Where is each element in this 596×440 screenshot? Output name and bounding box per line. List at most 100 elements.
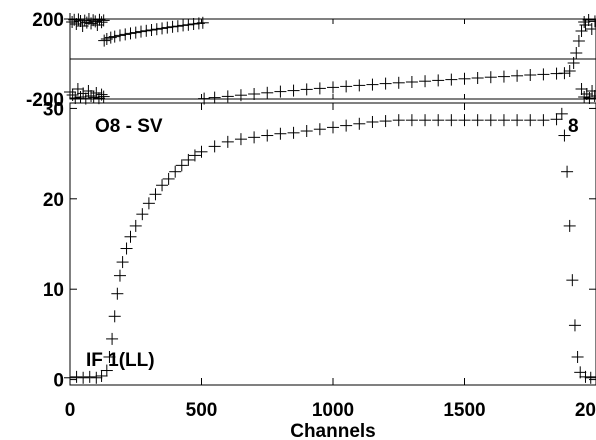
phase-point bbox=[90, 87, 103, 99]
phase-point bbox=[484, 71, 497, 84]
phase-point bbox=[458, 72, 471, 85]
amplitude-point bbox=[120, 242, 133, 255]
phase-point bbox=[537, 68, 550, 81]
phase-point bbox=[145, 24, 158, 36]
y-tick-label: 0 bbox=[53, 371, 64, 392]
amplitude-point bbox=[188, 149, 201, 162]
amplitude-point bbox=[537, 114, 550, 127]
amplitude-point bbox=[511, 114, 524, 127]
phase-y-tick-label: 200 bbox=[32, 10, 64, 31]
amplitude-point bbox=[111, 287, 124, 300]
amplitude-point bbox=[142, 197, 155, 210]
phase-point bbox=[119, 28, 132, 41]
x-tick-label: 1000 bbox=[312, 400, 354, 421]
amplitude-point bbox=[182, 153, 195, 166]
amplitude-point bbox=[136, 208, 149, 221]
amplitude-point bbox=[561, 165, 574, 178]
phase-point bbox=[95, 16, 108, 29]
phase-point bbox=[583, 92, 596, 104]
amplitude-point bbox=[524, 114, 537, 127]
amplitude-point bbox=[327, 121, 339, 134]
phase-point bbox=[579, 19, 592, 31]
phase-point bbox=[274, 85, 287, 98]
amplitude-point bbox=[156, 179, 169, 192]
phase-point bbox=[135, 25, 148, 38]
amplitude-point bbox=[234, 133, 247, 146]
x-tick-label: 1500 bbox=[443, 400, 485, 421]
phase-point bbox=[582, 14, 595, 26]
phase-point bbox=[98, 34, 111, 47]
amplitude-point bbox=[497, 114, 510, 127]
axis-ticks bbox=[69, 18, 596, 385]
phase-point bbox=[353, 79, 366, 92]
amplitude-point bbox=[175, 159, 188, 172]
phase-point bbox=[567, 57, 580, 69]
phase-point bbox=[366, 78, 379, 91]
phase-point bbox=[97, 14, 110, 27]
amplitude-point bbox=[353, 117, 366, 130]
amplitude-point bbox=[208, 140, 221, 153]
phase-point bbox=[392, 76, 405, 89]
amplitude-point bbox=[100, 364, 113, 377]
amplitude-point bbox=[340, 119, 353, 132]
phase-point bbox=[586, 85, 596, 97]
phase-point bbox=[588, 90, 596, 102]
phase-point bbox=[570, 47, 583, 59]
phase-point bbox=[74, 91, 87, 103]
phase-point bbox=[108, 30, 121, 43]
x-tick-label: 2000 bbox=[575, 400, 596, 421]
amplitude-point bbox=[261, 129, 274, 142]
amplitude-point bbox=[116, 256, 129, 269]
source-label: O8 - SV bbox=[95, 116, 163, 137]
amplitude-panel-frame bbox=[69, 102, 596, 386]
phase-point bbox=[419, 75, 432, 88]
phase-point bbox=[405, 76, 418, 88]
amplitude-point bbox=[95, 369, 108, 382]
amplitude-point bbox=[248, 131, 261, 144]
amplitude-point bbox=[113, 269, 126, 282]
phase-point bbox=[208, 91, 221, 104]
x-axis-title: Channels bbox=[290, 421, 376, 440]
y-tick-label: 10 bbox=[43, 280, 64, 301]
phase-point bbox=[97, 90, 110, 103]
amplitude-point bbox=[274, 127, 287, 140]
phase-point bbox=[471, 72, 484, 84]
amplitude-point bbox=[108, 310, 121, 323]
phase-point bbox=[588, 15, 596, 28]
amplitude-point bbox=[419, 114, 432, 127]
amplitude-series bbox=[64, 107, 596, 384]
phase-point bbox=[182, 18, 195, 31]
amplitude-point bbox=[571, 350, 584, 363]
phase-point bbox=[161, 21, 174, 34]
phase-point bbox=[511, 69, 524, 82]
phase-point bbox=[445, 73, 458, 86]
phase-point bbox=[150, 23, 163, 36]
phase-point bbox=[248, 88, 261, 100]
amplitude-point bbox=[77, 371, 90, 384]
amplitude-point bbox=[129, 219, 142, 232]
amplitude-point bbox=[445, 114, 458, 127]
phase-point bbox=[327, 81, 339, 94]
phase-point bbox=[129, 26, 142, 39]
phase-point bbox=[85, 90, 98, 102]
amplitude-point bbox=[563, 219, 576, 232]
amplitude-point bbox=[579, 370, 592, 383]
phase-point bbox=[166, 20, 179, 33]
phase-point bbox=[432, 74, 445, 87]
amplitude-point bbox=[169, 165, 182, 178]
y-tick-label: 30 bbox=[43, 99, 64, 120]
phase-point bbox=[177, 19, 190, 32]
polarization-label: IF 1(LL) bbox=[86, 350, 155, 371]
phase-point bbox=[171, 20, 184, 33]
phase-point bbox=[300, 83, 313, 96]
phase-point bbox=[575, 83, 588, 95]
amplitude-point bbox=[432, 114, 445, 127]
amplitude-point bbox=[83, 370, 96, 383]
phase-point bbox=[187, 18, 200, 30]
amplitude-point bbox=[590, 370, 596, 383]
phase-point bbox=[79, 92, 92, 105]
panel-number: 8 bbox=[568, 116, 579, 137]
phase-point bbox=[524, 69, 537, 81]
amplitude-point bbox=[584, 371, 596, 384]
